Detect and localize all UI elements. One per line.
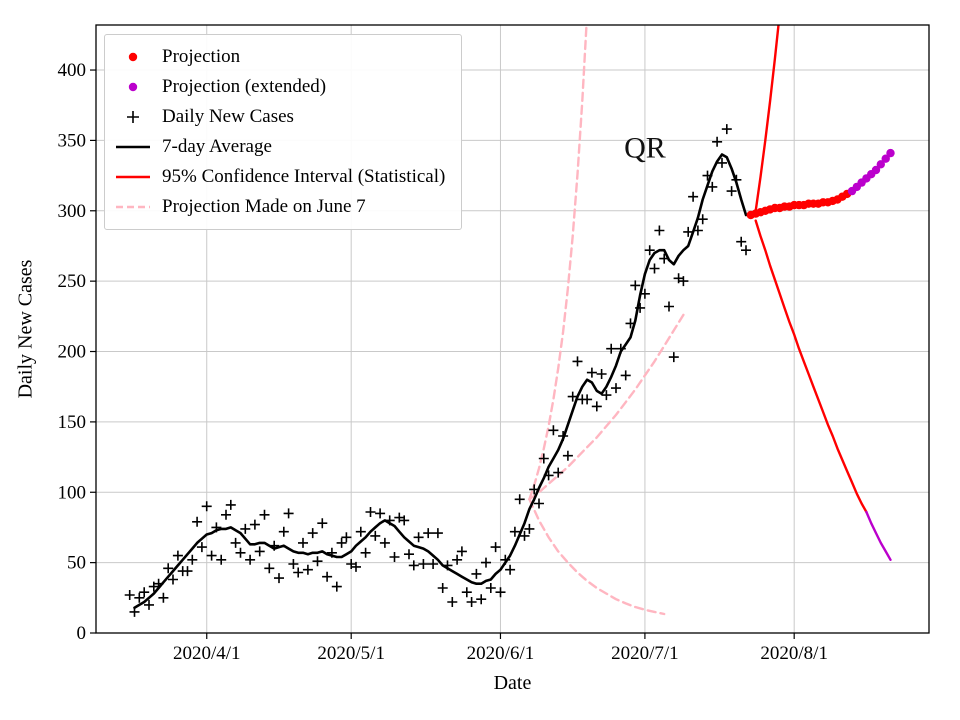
y-tick-label: 200: [58, 342, 87, 363]
annotation-text: QR: [624, 131, 666, 164]
series-ci_lower: [754, 219, 868, 514]
legend-marker-dot-icon: [128, 82, 138, 92]
x-axis-label: Date: [493, 672, 532, 694]
series-projection_extended: [847, 148, 895, 196]
legend-label: Projection (extended): [162, 76, 327, 97]
y-tick-label: 350: [58, 130, 87, 151]
y-tick-label: 50: [67, 553, 86, 574]
legend-item: 95% Confidence Interval (Statistical): [113, 162, 445, 192]
tick-labels: 2020/4/1 2020/5/1 2020/6/1 2020/7/1 2020/8/1…: [58, 60, 828, 664]
legend-marker-dot-icon: [128, 52, 138, 62]
y-tick-label: 300: [58, 201, 87, 222]
legend-item: 7-day Average: [113, 132, 445, 162]
x-tick-label: 2020/4/1: [173, 643, 241, 664]
series-proj_june7_center: [528, 313, 685, 501]
x-tick-label: 2020/8/1: [760, 643, 828, 664]
series-proj_june7_upper: [528, 25, 588, 501]
series-projection: [746, 189, 852, 220]
legend-item: Projection (extended): [113, 72, 445, 102]
y-tick-label: 150: [58, 412, 87, 433]
legend-item: Projection Made on June 7: [113, 192, 445, 222]
y-axis-label: Daily New Cases: [14, 259, 37, 399]
y-tick-label: 400: [58, 60, 87, 81]
plot-border: [95, 24, 930, 634]
legend-marker-line-icon: [116, 145, 150, 149]
legend-marker-line-icon: [116, 175, 150, 179]
x-tick-label: 2020/6/1: [467, 643, 535, 664]
legend-label: Projection: [162, 46, 241, 67]
legend-marker-plus-icon: [127, 111, 139, 123]
axis-ticks: [90, 69, 795, 639]
y-tick-label: 100: [58, 482, 87, 503]
series-seven_day_average: [133, 153, 748, 610]
y-tick-label: 250: [58, 271, 87, 292]
legend: Projection Projection (extended) Daily New…: [104, 34, 463, 230]
x-tick-label: 2020/7/1: [611, 643, 679, 664]
legend-marker-dashed-icon: [116, 205, 150, 209]
legend-label: Daily New Cases: [162, 106, 294, 127]
legend-label: 95% Confidence Interval (Statistical): [162, 166, 446, 187]
legend-label: Projection Made on June 7: [162, 196, 366, 217]
x-tick-label: 2020/5/1: [317, 643, 385, 664]
series-ci_lower_extended: [865, 510, 892, 561]
series-daily_new_cases: [124, 124, 751, 617]
legend-item: Daily New Cases: [113, 102, 445, 132]
series-ci_upper: [754, 25, 780, 213]
series-proj_june7_lower: [528, 498, 666, 616]
legend-item: Projection: [113, 42, 445, 72]
y-tick-label: 0: [77, 623, 87, 644]
legend-label: 7-day Average: [162, 136, 272, 157]
